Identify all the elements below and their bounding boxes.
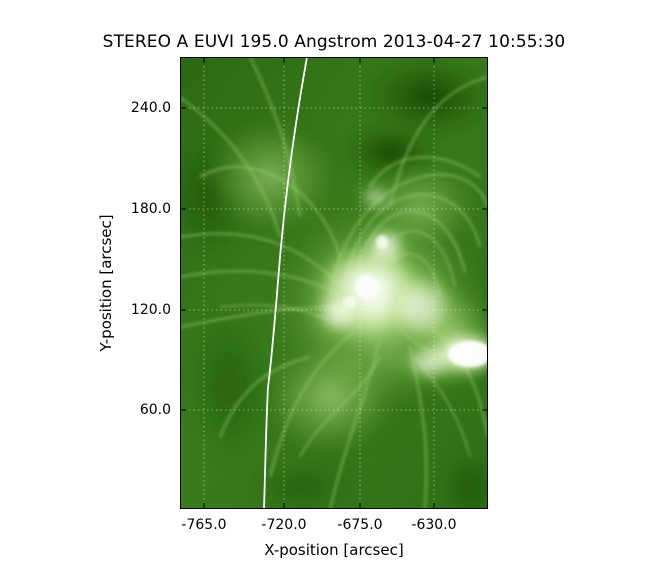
solar-image	[180, 57, 488, 509]
image-panel	[180, 57, 488, 509]
y-tick-label: 60.0	[139, 402, 171, 418]
solar-limb-line	[263, 57, 308, 509]
y-axis-label: Y-position [arcsec]	[97, 214, 115, 352]
x-axis-label: X-position [arcsec]	[264, 541, 404, 559]
x-tick-label: -675.0	[337, 517, 383, 533]
x-tick-label: -720.0	[261, 517, 307, 533]
x-tick-label: -630.0	[411, 517, 457, 533]
x-tick-label: -765.0	[181, 517, 227, 533]
y-tick-label: 180.0	[130, 201, 171, 217]
y-tick-label: 240.0	[130, 100, 171, 116]
plot-title: STEREO A EUVI 195.0 Angstrom 2013-04-27 …	[102, 32, 566, 52]
y-tick-label: 120.0	[130, 302, 171, 318]
